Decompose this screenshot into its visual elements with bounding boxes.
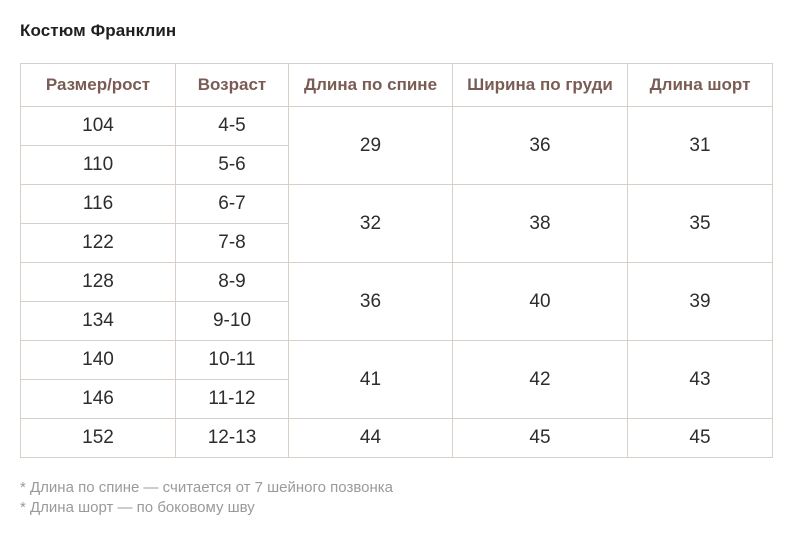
table-row: 140 10-11 41 42 43: [20, 340, 773, 419]
table-row: 110 5-6: [20, 145, 773, 185]
footnote-shorts-length: * Длина шорт — по боковому шву: [20, 499, 255, 516]
table-row: 104 4-5 29 36 31: [20, 106, 773, 185]
chest-width-cell: 38: [452, 184, 628, 263]
age-cell: 12-13: [175, 418, 289, 458]
shorts-length-cell: 31: [627, 106, 773, 185]
back-length-cell: 29: [288, 106, 453, 185]
age-cell: 8-9: [175, 262, 289, 302]
size-cell: 146: [20, 379, 176, 419]
table-row: 122 7-8: [20, 223, 773, 263]
shorts-length-cell: 39: [627, 262, 773, 341]
table-header-row: Размер/рост Возраст Длина по спине Ширин…: [20, 63, 773, 107]
size-cell: 116: [20, 184, 176, 224]
footnotes: * Длина по спине — считается от 7 шейног…: [20, 478, 393, 518]
age-cell: 7-8: [175, 223, 289, 263]
age-cell: 9-10: [175, 301, 289, 341]
table-row: 152 12-13 44 45 45: [20, 418, 773, 458]
shorts-length-cell: 43: [627, 340, 773, 419]
chest-width-cell: 45: [452, 418, 628, 458]
chest-width-cell: 36: [452, 106, 628, 185]
back-length-cell: 44: [288, 418, 453, 458]
shorts-length-cell: 35: [627, 184, 773, 263]
header-back-length: Длина по спине: [288, 63, 453, 107]
footnote-back-length: * Длина по спине — считается от 7 шейног…: [20, 479, 394, 496]
page-title: Костюм Франклин: [20, 21, 177, 40]
table-row: 128 8-9 36 40 39: [20, 262, 773, 341]
header-chest-width: Ширина по груди: [452, 63, 628, 107]
table-row: 134 9-10: [20, 301, 773, 341]
table-row: 116 6-7 32 38 35: [20, 184, 773, 263]
size-cell: 128: [20, 262, 176, 302]
header-age: Возраст: [175, 63, 289, 107]
size-table: Размер/рост Возраст Длина по спине Ширин…: [20, 63, 773, 458]
table-row: 146 11-12: [20, 379, 773, 419]
header-size: Размер/рост: [20, 63, 176, 107]
age-cell: 10-11: [175, 340, 289, 380]
size-cell: 110: [20, 145, 176, 185]
chest-width-cell: 40: [452, 262, 628, 341]
size-cell: 140: [20, 340, 176, 380]
age-cell: 11-12: [175, 379, 289, 419]
header-shorts-length: Длина шорт: [627, 63, 773, 107]
age-cell: 6-7: [175, 184, 289, 224]
size-cell: 122: [20, 223, 176, 263]
back-length-cell: 32: [288, 184, 453, 263]
shorts-length-cell: 45: [627, 418, 773, 458]
back-length-cell: 41: [288, 340, 453, 419]
size-cell: 134: [20, 301, 176, 341]
size-cell: 152: [20, 418, 176, 458]
size-cell: 104: [20, 106, 176, 146]
back-length-cell: 36: [288, 262, 453, 341]
chest-width-cell: 42: [452, 340, 628, 419]
age-cell: 4-5: [175, 106, 289, 146]
age-cell: 5-6: [175, 145, 289, 185]
